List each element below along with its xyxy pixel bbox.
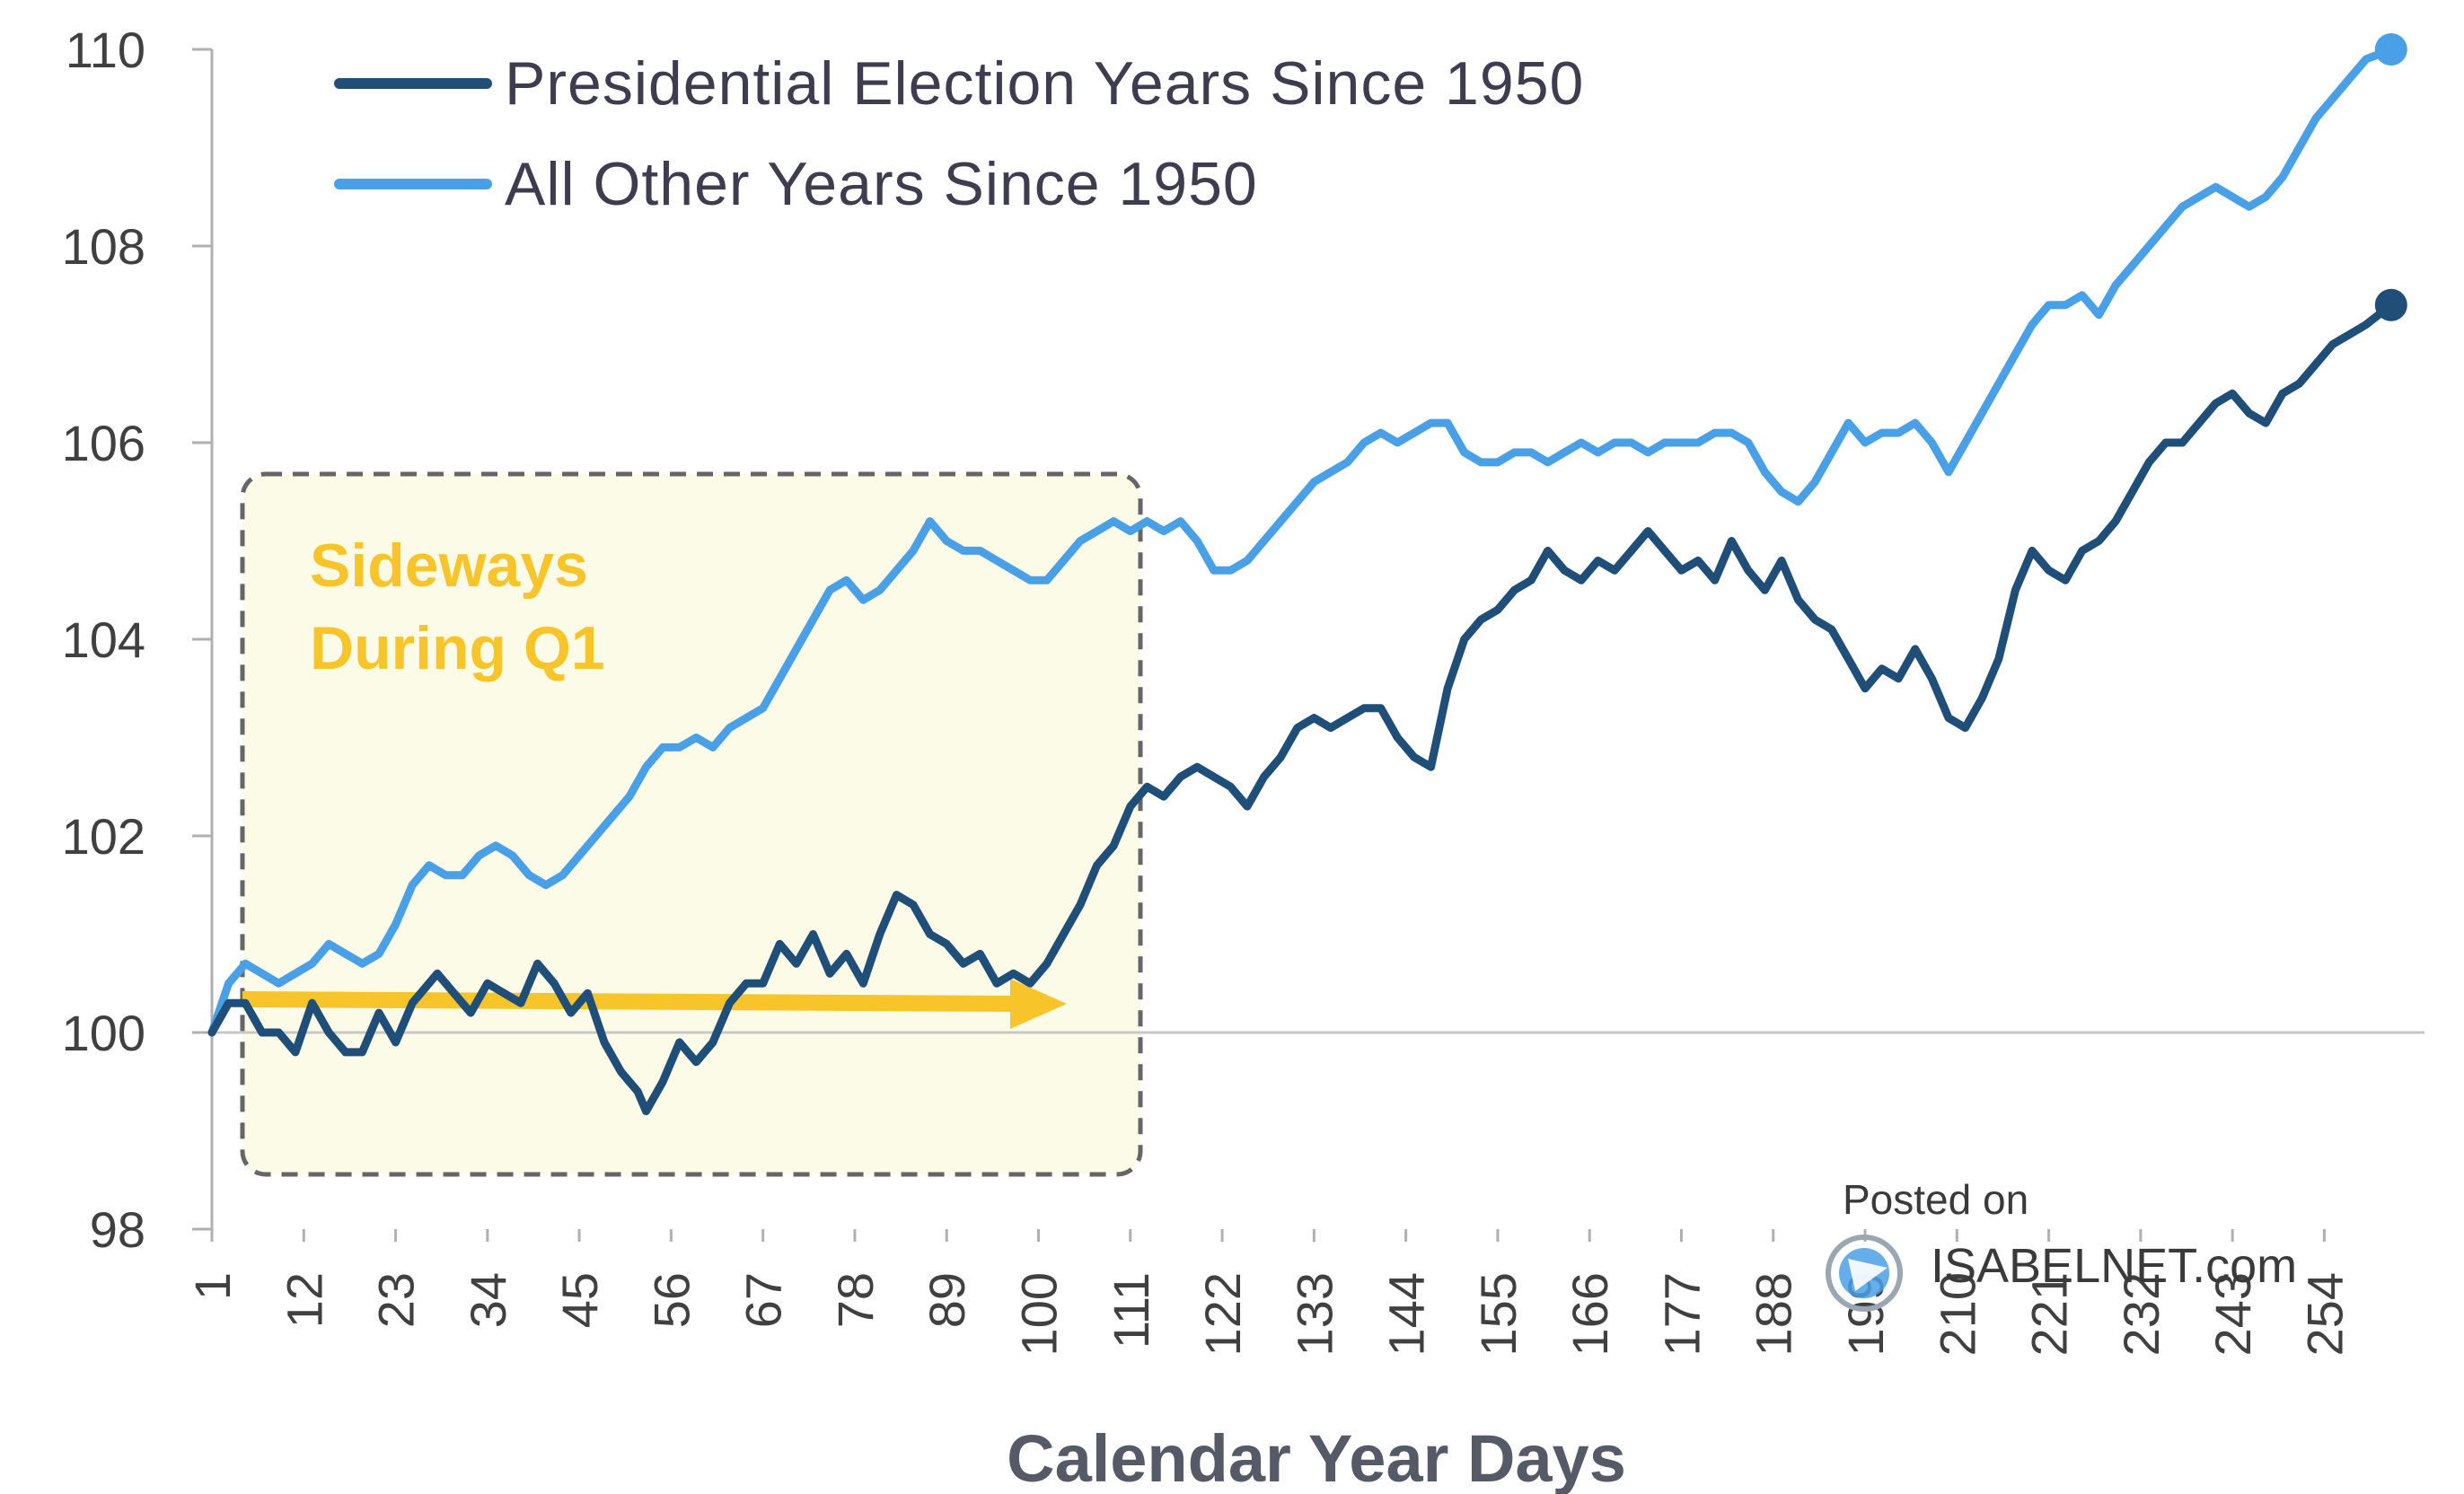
y-tick-label: 106	[62, 415, 145, 471]
x-tick-label: 34	[460, 1272, 516, 1328]
isabelnet-logo-icon	[1826, 1235, 1903, 1312]
legend-label-election: Presidential Election Years Since 1950	[505, 49, 1584, 118]
x-tick-label: 45	[551, 1272, 608, 1328]
x-tick-label: 89	[919, 1272, 975, 1328]
x-tick-label: 67	[735, 1272, 792, 1328]
annotation-arrow	[242, 991, 1016, 1012]
x-tick-label: 243	[2204, 1272, 2261, 1356]
annotation-text-line1: Sideways	[310, 532, 588, 600]
y-tick-label: 100	[62, 1005, 145, 1061]
x-tick-label: 188	[1746, 1272, 1802, 1356]
x-tick-label: 122	[1194, 1272, 1251, 1356]
watermark: Posted on ISABELNET.com	[1826, 1176, 2297, 1312]
x-tick-label: 155	[1470, 1272, 1527, 1356]
series-endpoint-other	[2374, 33, 2407, 66]
series-layer	[207, 33, 2407, 1116]
x-tick-label: 232	[2113, 1272, 2169, 1356]
y-tick-label: 108	[62, 218, 145, 275]
watermark-line2: ISABELNET.com	[1931, 1239, 2297, 1293]
x-axis-title: Calendar Year Days	[1007, 1421, 1626, 1494]
legend-label-other: All Other Years Since 1950	[505, 150, 1258, 218]
x-tick-label: 210	[1929, 1272, 1985, 1356]
x-tick-label: 1	[184, 1272, 241, 1300]
x-tick-label: 56	[643, 1272, 700, 1328]
y-tick-label: 102	[62, 808, 145, 865]
series-endpoint-election	[2374, 288, 2407, 321]
y-tick-label: 98	[90, 1201, 145, 1258]
y-axis-ticks: 98 100 102 104 106 108 110	[62, 22, 212, 1258]
x-tick-label: 254	[2296, 1272, 2353, 1356]
legend: Presidential Election Years Since 1950 A…	[334, 49, 1584, 218]
x-tick-label: 100	[1011, 1272, 1068, 1356]
x-tick-label: 78	[827, 1272, 884, 1328]
series-line-other	[207, 45, 2396, 1037]
y-tick-label: 104	[62, 611, 145, 668]
x-tick-label: 12	[276, 1272, 332, 1328]
annotation-text-line2: During Q1	[310, 614, 605, 682]
x-tick-label: 133	[1286, 1272, 1342, 1356]
x-tick-label: 166	[1562, 1272, 1618, 1356]
x-tick-label: 144	[1378, 1272, 1435, 1356]
x-tick-label: 111	[1103, 1272, 1159, 1349]
series-line-election	[207, 301, 2396, 1116]
x-tick-label: 177	[1653, 1272, 1710, 1356]
watermark-line1: Posted on	[1843, 1176, 2028, 1223]
annotation-arrowhead	[1010, 979, 1067, 1029]
x-tick-label: 221	[2021, 1272, 2078, 1356]
x-tick-label: 23	[368, 1272, 425, 1328]
y-tick-label: 110	[66, 22, 145, 78]
